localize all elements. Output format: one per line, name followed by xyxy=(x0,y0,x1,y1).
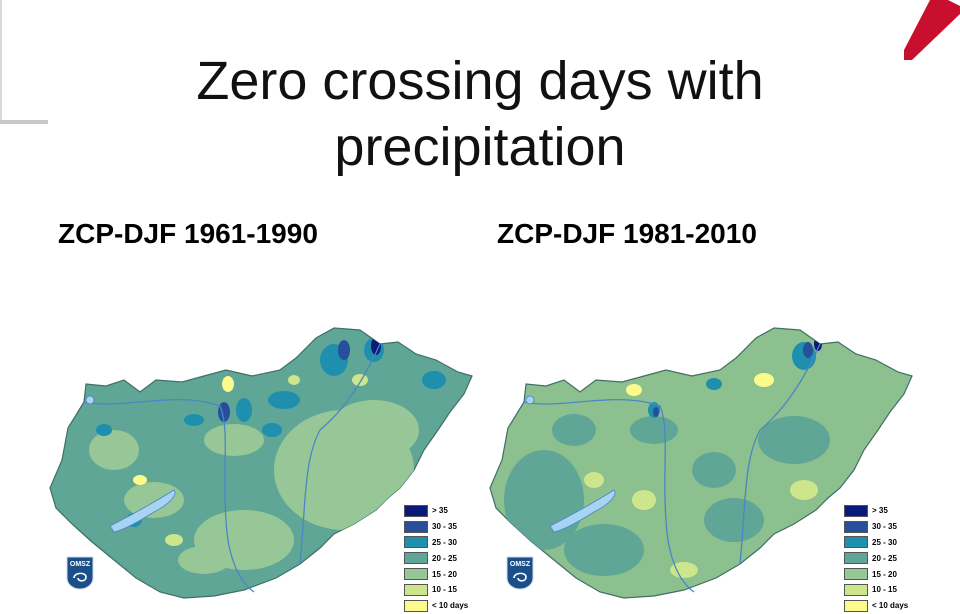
legend-label: 10 - 15 xyxy=(872,585,897,595)
legend: > 35 30 - 35 25 - 30 20 - 25 15 - 20 10 … xyxy=(404,503,474,614)
legend-item: < 10 days xyxy=(844,598,914,614)
legend-swatch xyxy=(404,568,428,581)
legend-label: 10 - 15 xyxy=(432,585,457,595)
map-outline xyxy=(49,327,473,599)
logo-text: OMSZ xyxy=(70,561,91,568)
river-tisza xyxy=(299,343,381,565)
legend-item: 15 - 20 xyxy=(404,566,474,582)
map-panel-1981-2010: OMSZ > 35 30 - 35 25 - 30 20 - 25 15 - 2… xyxy=(484,320,914,612)
legend-label: 20 - 25 xyxy=(872,553,897,563)
legend-label: 25 - 30 xyxy=(872,537,897,547)
legend-label: 30 - 35 xyxy=(872,522,897,532)
legend-label: 15 - 20 xyxy=(432,569,457,579)
legend-item: 15 - 20 xyxy=(844,566,914,582)
lake-balaton xyxy=(109,489,176,533)
slide-title: Zero crossing days with precipitation xyxy=(196,51,764,178)
legend-swatch xyxy=(844,504,868,517)
legend-swatch xyxy=(404,536,428,549)
legend-swatch xyxy=(404,520,428,533)
legend-item: 30 - 35 xyxy=(404,519,474,535)
river-tisza xyxy=(739,343,821,565)
river-danube xyxy=(83,398,255,593)
legend-item: > 35 xyxy=(844,503,914,519)
decorative-vertical-line xyxy=(0,0,2,122)
corner-stripe-icon xyxy=(904,0,960,60)
hungary-map-1961-1990 xyxy=(49,327,473,599)
legend-item: 30 - 35 xyxy=(844,519,914,535)
legend-item: > 35 xyxy=(404,503,474,519)
omsz-logo-icon: OMSZ xyxy=(506,556,534,590)
map-label-1961-1990: ZCP-DJF 1961-1990 xyxy=(58,218,318,249)
legend-label: < 10 days xyxy=(872,601,909,611)
legend-item: 25 - 30 xyxy=(844,535,914,551)
legend-swatch xyxy=(844,568,868,581)
legend: > 35 30 - 35 25 - 30 20 - 25 15 - 20 10 … xyxy=(844,503,914,614)
logo-text: OMSZ xyxy=(510,561,531,568)
lake-neusiedl xyxy=(85,395,95,405)
legend-label: 25 - 30 xyxy=(432,537,457,547)
legend-swatch xyxy=(844,583,868,596)
legend-label: 15 - 20 xyxy=(872,569,897,579)
decorative-horizontal-line xyxy=(0,120,48,124)
legend-swatch xyxy=(844,536,868,549)
legend-label: 20 - 25 xyxy=(432,553,457,563)
hungary-map-1981-2010 xyxy=(489,327,913,599)
legend-item: < 10 days xyxy=(404,598,474,614)
lake-balaton xyxy=(549,489,616,533)
legend-swatch xyxy=(404,552,428,565)
legend-label: > 35 xyxy=(872,506,888,516)
legend-label: 30 - 35 xyxy=(432,522,457,532)
map-panel-1961-1990: OMSZ > 35 30 - 35 25 - 30 20 - 25 15 - 2… xyxy=(44,320,474,612)
omsz-logo-icon: OMSZ xyxy=(66,556,94,590)
legend-item: 25 - 30 xyxy=(404,535,474,551)
legend-swatch xyxy=(844,520,868,533)
legend-item: 20 - 25 xyxy=(404,550,474,566)
legend-label: > 35 xyxy=(432,506,448,516)
legend-swatch xyxy=(404,504,428,517)
legend-swatch xyxy=(844,552,868,565)
legend-label: < 10 days xyxy=(432,601,469,611)
river-danube xyxy=(523,398,695,593)
legend-swatch xyxy=(404,583,428,596)
legend-item: 20 - 25 xyxy=(844,550,914,566)
lake-neusiedl xyxy=(525,395,535,405)
map-label-1981-2010: ZCP-DJF 1981-2010 xyxy=(497,218,757,249)
legend-item: 10 - 15 xyxy=(844,582,914,598)
legend-item: 10 - 15 xyxy=(404,582,474,598)
